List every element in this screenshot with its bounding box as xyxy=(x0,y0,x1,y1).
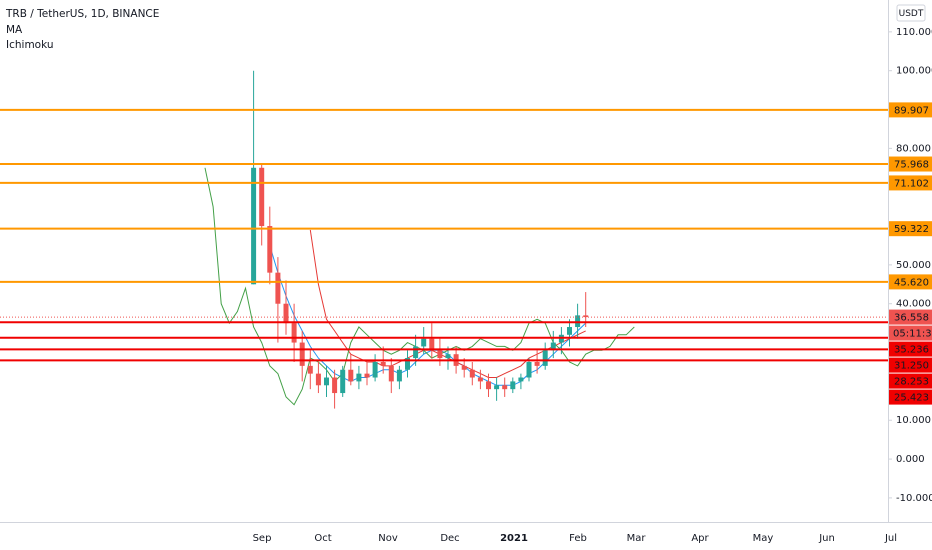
price-tag-label: 35.236 xyxy=(894,345,929,356)
x-tick-label: Feb xyxy=(569,533,587,544)
indicator-label: Ichimoku xyxy=(6,39,54,51)
price-tag-label: 36.558 xyxy=(894,313,929,324)
x-tick-label: Apr xyxy=(691,533,709,544)
candle-body xyxy=(291,323,297,343)
candle-body xyxy=(299,342,305,366)
x-tick-label: May xyxy=(753,533,774,544)
candle-body xyxy=(275,272,281,304)
countdown-tag xyxy=(889,325,932,341)
candle-body xyxy=(421,338,427,347)
candle-body xyxy=(583,315,589,318)
x-tick-label: Mar xyxy=(627,533,647,544)
y-tick-label: 50.000 xyxy=(896,260,931,271)
price-tag xyxy=(889,373,932,389)
plot-area xyxy=(204,70,635,409)
candle-body xyxy=(267,226,273,273)
y-tick-label: 10.000 xyxy=(896,415,931,426)
indicator-label: MA xyxy=(6,24,23,36)
x-tick-label: Jul xyxy=(884,533,897,544)
candle-body xyxy=(437,350,443,359)
price-tag xyxy=(889,389,932,405)
candle-body xyxy=(396,369,402,382)
candle-body xyxy=(380,361,386,366)
currency-box[interactable] xyxy=(896,4,926,22)
price-tag-label: 75.968 xyxy=(894,160,929,171)
price-tag xyxy=(889,102,932,118)
symbol-title: TRB / TetherUS, 1D, BINANCE xyxy=(5,8,159,20)
candle-body xyxy=(348,369,354,382)
candle-body xyxy=(388,365,394,382)
candle-body xyxy=(429,338,435,351)
candle-body xyxy=(550,342,556,351)
candle-body xyxy=(534,361,540,366)
y-tick-label: -10.000 xyxy=(896,493,932,504)
candle-body xyxy=(575,315,581,328)
y-tick-label: 40.000 xyxy=(896,299,931,310)
price-tag xyxy=(889,274,932,290)
price-tag-label: 31.250 xyxy=(894,361,929,372)
price-tag-label: 71.102 xyxy=(894,178,929,189)
y-tick-label: 100.000 xyxy=(896,66,932,77)
candle-body xyxy=(526,361,532,378)
candle-body xyxy=(469,369,475,378)
candle-body xyxy=(494,385,500,390)
price-tag xyxy=(889,309,932,325)
price-tag-label: 28.253 xyxy=(894,377,929,388)
currency-label[interactable]: USDT xyxy=(899,9,924,19)
x-tick-label: Sep xyxy=(253,533,272,544)
price-tag-label: 89.907 xyxy=(894,105,929,116)
candle-body xyxy=(502,385,508,390)
candle-body xyxy=(510,381,516,390)
candle-body xyxy=(461,365,467,370)
candle-body xyxy=(307,365,313,374)
price-tag-label: 45.620 xyxy=(894,277,929,288)
candle-body xyxy=(477,377,483,382)
candle-body xyxy=(283,303,289,324)
candle-body xyxy=(340,369,346,394)
price-tag xyxy=(889,221,932,237)
candle-body xyxy=(315,373,321,386)
price-tag xyxy=(889,175,932,191)
x-tick-label: Oct xyxy=(314,533,331,544)
candle-body xyxy=(356,373,362,382)
candle-body xyxy=(445,354,451,359)
candle-body xyxy=(259,167,265,227)
y-tick-label: 0.000 xyxy=(896,454,925,465)
candle-body xyxy=(372,361,378,378)
price-tag-label: 25.423 xyxy=(894,393,929,404)
x-tick-label: Nov xyxy=(378,533,398,544)
countdown-label: 05:11:35 xyxy=(893,329,932,340)
price-tag xyxy=(889,156,932,172)
candle-body xyxy=(324,377,329,386)
x-tick-label: Dec xyxy=(440,533,459,544)
candle-body xyxy=(332,377,338,394)
x-tick-label: 2021 xyxy=(500,533,528,544)
candle-body xyxy=(567,327,572,335)
y-tick-label: 80.000 xyxy=(896,143,931,154)
candle-body xyxy=(518,377,524,382)
candle-body xyxy=(486,381,491,390)
price-tag-label: 59.322 xyxy=(894,224,929,235)
candle-body xyxy=(364,373,370,378)
candle-body xyxy=(413,346,419,359)
candle-body xyxy=(542,350,548,366)
y-tick-label: 110.000 xyxy=(896,27,932,38)
price-tag xyxy=(889,357,932,373)
x-tick-label: Jun xyxy=(818,533,835,544)
candle-body xyxy=(251,167,257,285)
indicator-line xyxy=(269,245,587,386)
candle-body xyxy=(405,358,410,370)
price-tag xyxy=(889,341,932,357)
